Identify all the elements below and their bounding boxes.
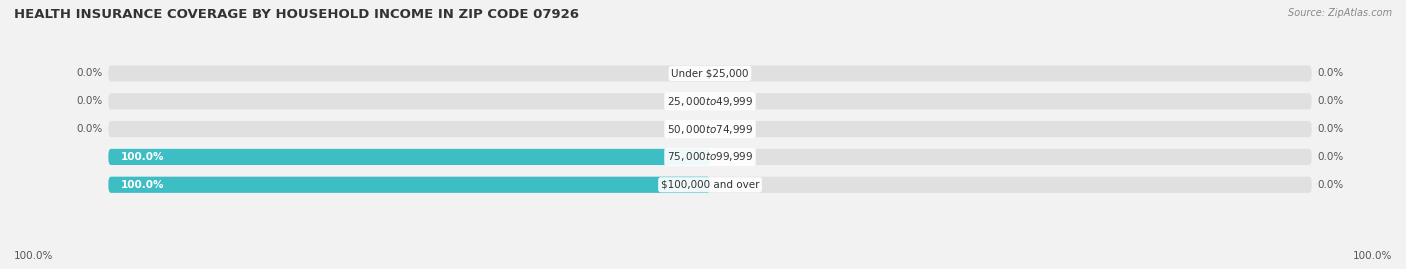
Text: 0.0%: 0.0% — [76, 124, 103, 134]
Text: $75,000 to $99,999: $75,000 to $99,999 — [666, 150, 754, 164]
FancyBboxPatch shape — [108, 177, 1312, 193]
FancyBboxPatch shape — [108, 149, 1312, 165]
Text: 0.0%: 0.0% — [1317, 96, 1344, 106]
Text: $50,000 to $74,999: $50,000 to $74,999 — [666, 123, 754, 136]
Text: $100,000 and over: $100,000 and over — [661, 180, 759, 190]
Text: 0.0%: 0.0% — [1317, 124, 1344, 134]
Text: 0.0%: 0.0% — [1317, 152, 1344, 162]
FancyBboxPatch shape — [108, 93, 1312, 109]
Text: 0.0%: 0.0% — [1317, 180, 1344, 190]
Text: HEALTH INSURANCE COVERAGE BY HOUSEHOLD INCOME IN ZIP CODE 07926: HEALTH INSURANCE COVERAGE BY HOUSEHOLD I… — [14, 8, 579, 21]
Text: 0.0%: 0.0% — [1317, 69, 1344, 79]
FancyBboxPatch shape — [108, 177, 710, 193]
Text: 100.0%: 100.0% — [1353, 251, 1392, 261]
Text: 0.0%: 0.0% — [76, 96, 103, 106]
Text: 100.0%: 100.0% — [14, 251, 53, 261]
Text: 100.0%: 100.0% — [121, 180, 165, 190]
FancyBboxPatch shape — [108, 149, 710, 165]
FancyBboxPatch shape — [108, 121, 1312, 137]
Text: 0.0%: 0.0% — [76, 69, 103, 79]
FancyBboxPatch shape — [108, 65, 1312, 82]
Text: 100.0%: 100.0% — [121, 152, 165, 162]
Text: $25,000 to $49,999: $25,000 to $49,999 — [666, 95, 754, 108]
Text: Source: ZipAtlas.com: Source: ZipAtlas.com — [1288, 8, 1392, 18]
Text: Under $25,000: Under $25,000 — [671, 69, 749, 79]
